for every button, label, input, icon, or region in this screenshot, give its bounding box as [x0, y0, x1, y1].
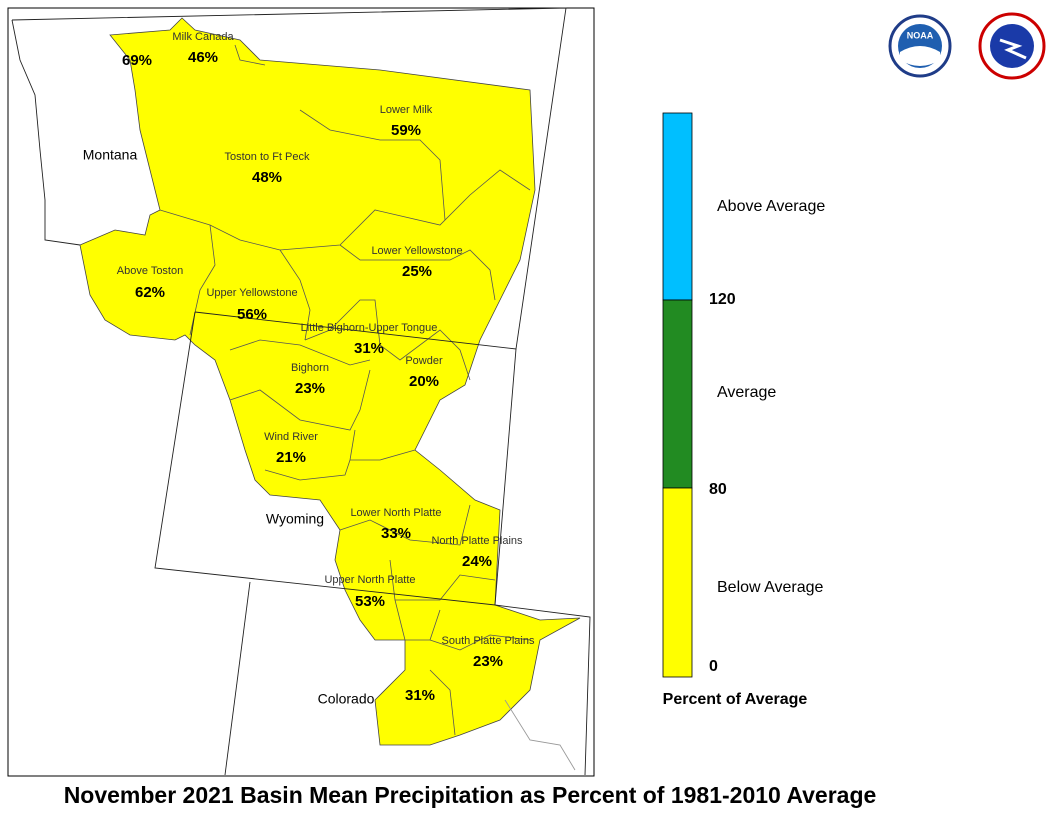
basin-value: 46% — [188, 49, 218, 66]
basin-name: Lower Yellowstone — [371, 245, 462, 257]
basin-name: North Platte Plains — [431, 535, 523, 547]
nws-bolt — [999, 38, 1027, 60]
basin-name: Little Bighorn-Upper Tongue — [301, 322, 438, 334]
logos: NOAA — [888, 12, 1046, 80]
page-title: November 2021 Basin Mean Precipitation a… — [64, 782, 877, 808]
state-lines — [11, 7, 591, 776]
basin-value: 62% — [135, 284, 165, 301]
legend-label: Above Average — [717, 198, 825, 215]
basin-name: Bighorn — [291, 362, 329, 374]
basin-value: 31% — [354, 340, 384, 357]
basin-name: South Platte Plains — [442, 635, 535, 647]
noaa-text: NOAA — [907, 30, 934, 40]
basin-value: 56% — [237, 306, 267, 323]
basin-value: 25% — [402, 263, 432, 280]
basin-labels: 69% Milk Canada 46% Lower Milk 59% Tosto… — [117, 31, 535, 704]
basin-value: 33% — [381, 525, 411, 542]
state-label: Wyoming — [266, 511, 324, 527]
basin-name: Milk Canada — [172, 31, 234, 43]
noaa-bird — [900, 46, 940, 66]
state-label: Montana — [83, 147, 138, 163]
legend-title: Percent of Average — [663, 691, 808, 708]
basin-name: Lower North Platte — [350, 507, 441, 519]
legend-label: Below Average — [717, 579, 824, 596]
basin-value: 69% — [122, 52, 152, 69]
basin-value: 59% — [391, 122, 421, 139]
basin-name: Powder — [405, 355, 443, 367]
basin-value: 31% — [405, 687, 435, 704]
legend-break: 120 — [709, 291, 736, 308]
basin-value: 21% — [276, 449, 306, 466]
state-label: Colorado — [318, 691, 375, 707]
legend-break: 80 — [709, 481, 727, 498]
basin-value: 53% — [355, 593, 385, 610]
basin-name: Above Toston — [117, 265, 183, 277]
basin-value: 23% — [295, 380, 325, 397]
basin-value: 20% — [409, 373, 439, 390]
legend-break: 0 — [709, 658, 718, 675]
basins-area — [79, 17, 581, 746]
basin-name: Wind River — [264, 431, 318, 443]
nws-logo-inner — [990, 24, 1034, 68]
basin-value: 48% — [252, 169, 282, 186]
legend-swatch — [662, 487, 693, 678]
basin-name: Upper North Platte — [324, 574, 415, 586]
basin-value: 23% — [473, 653, 503, 670]
legend-label: Average — [717, 384, 776, 401]
basin-value: 24% — [462, 553, 492, 570]
legend: Above Average 120 Average 80 Below Avera… — [662, 112, 825, 708]
legend-swatch — [662, 299, 693, 489]
basin-name: Upper Yellowstone — [206, 287, 297, 299]
legend-swatch — [662, 112, 693, 301]
basin-name: Lower Milk — [380, 104, 433, 116]
basin-name: Toston to Ft Peck — [225, 151, 310, 163]
basin-boundaries — [159, 44, 531, 736]
